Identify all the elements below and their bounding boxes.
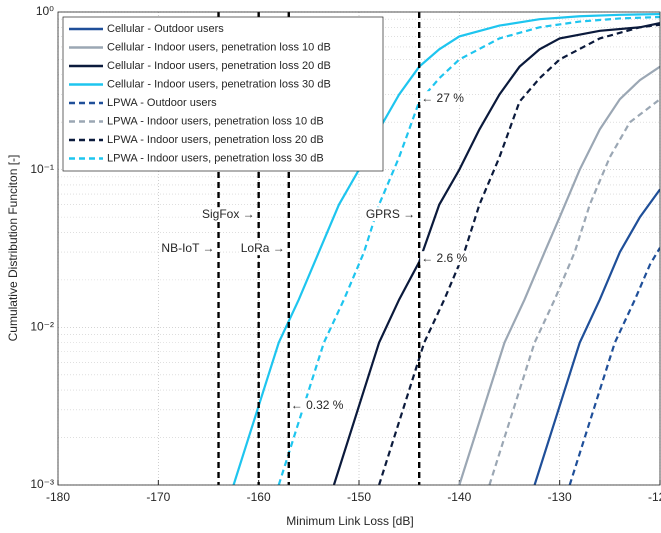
legend-label: Cellular - Indoor users, penetration los… <box>107 78 331 90</box>
series-line <box>277 15 660 485</box>
x-axis-label: Minimum Link Loss [dB] <box>286 514 413 528</box>
annotation-bg <box>289 398 345 413</box>
y-tick-label: 10⁻³ <box>30 477 54 491</box>
series-line <box>458 65 660 485</box>
annotation: SigFox → <box>202 207 255 221</box>
annotation-bg <box>420 91 466 106</box>
annotation-bg <box>160 241 216 256</box>
annotation: NB-IoT → <box>161 241 214 255</box>
annotation-bg <box>200 207 256 222</box>
y-tick-label: 10⁻¹ <box>30 162 54 176</box>
x-tick-label: -130 <box>548 490 572 504</box>
x-tick-label: -170 <box>146 490 170 504</box>
legend-label: LPWA - Indoor users, penetration loss 20… <box>107 134 324 146</box>
x-tick-label: -140 <box>447 490 471 504</box>
x-tick-label: -150 <box>347 490 371 504</box>
series-line <box>332 22 660 485</box>
plot-lines <box>232 12 660 485</box>
series-line <box>232 12 660 485</box>
legend-label: LPWA - Outdoor users <box>107 97 217 109</box>
y-axis-label: Cumulative Distribution Funciton [-] <box>6 155 20 342</box>
annotation-bg <box>239 241 286 256</box>
x-tick-label: -160 <box>247 490 271 504</box>
legend: Cellular - Outdoor users Cellular - Indoo… <box>62 16 384 172</box>
y-tick-label: 10⁰ <box>36 4 54 18</box>
y-tick-label: 10⁻² <box>30 320 54 334</box>
series-line <box>488 98 660 485</box>
x-tick-label: -120 <box>648 490 661 504</box>
plot-frame <box>57 11 661 486</box>
series-line <box>378 23 660 485</box>
annotation: LoRa → <box>241 241 285 255</box>
legend-label: LPWA - Indoor users, penetration loss 30… <box>107 152 324 164</box>
legend-label: Cellular - Indoor users, penetration los… <box>107 60 331 72</box>
series-line <box>533 188 660 485</box>
legend-label: Cellular - Outdoor users <box>107 23 224 35</box>
legend-label: Cellular - Indoor users, penetration los… <box>107 41 331 53</box>
annotation: ← 27 % <box>421 91 464 105</box>
legend-box <box>62 16 384 172</box>
annotation: ← 0.32 % <box>291 398 344 412</box>
annotation-bg <box>364 207 417 222</box>
annotation: GPRS → <box>366 207 415 221</box>
annotation: ← 2.6 % <box>421 251 467 265</box>
annotation-bg <box>420 251 469 266</box>
x-tick-label: -180 <box>46 490 70 504</box>
legend-label: LPWA - Indoor users, penetration loss 10… <box>107 115 324 127</box>
series-line <box>568 247 660 485</box>
